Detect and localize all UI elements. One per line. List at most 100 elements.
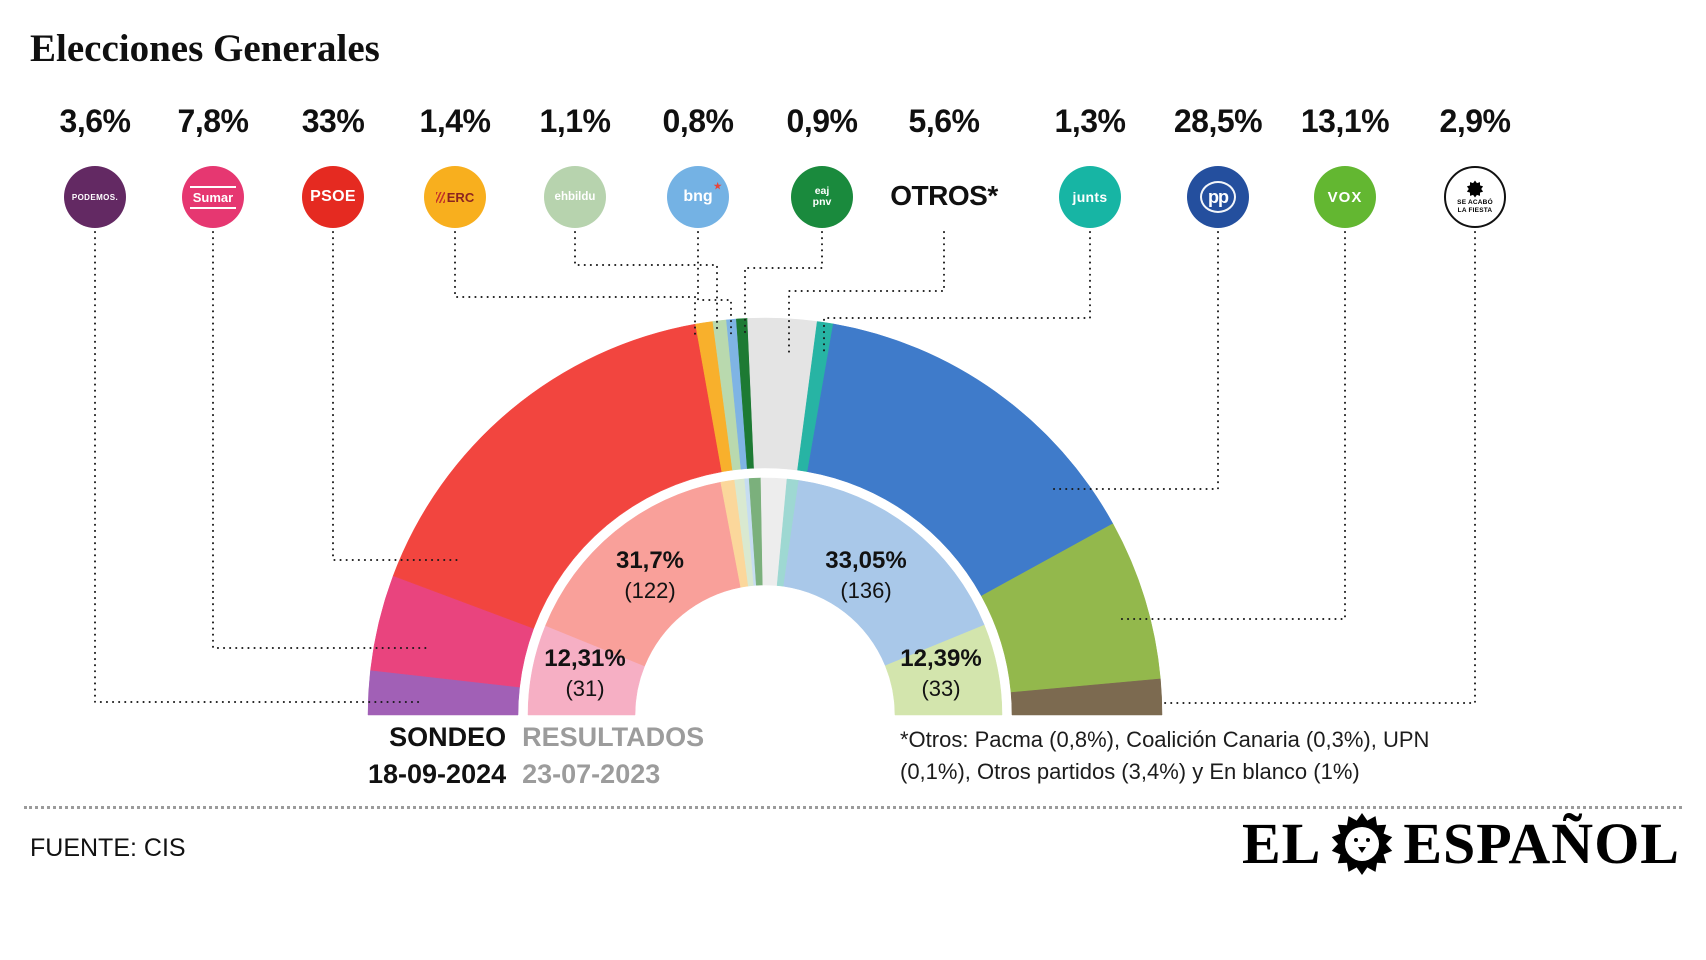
legend-sondeo: SONDEO 18-09-2024 <box>368 722 506 790</box>
segment-outer-psoe <box>392 323 723 629</box>
ehbildu-logo-icon: ehbildu <box>544 166 606 228</box>
junts-logo-icon: junts <box>1059 166 1121 228</box>
party-column-junts: 1,3% junts <box>1015 102 1165 228</box>
erc-logo-text: ERC <box>446 189 475 205</box>
segment-outer-salf <box>1010 678 1163 716</box>
party-column-bildu: 1,1% ehbildu <box>500 102 650 228</box>
footnote: *Otros: Pacma (0,8%), Coalición Canaria … <box>900 724 1460 788</box>
pnv-logo-line2: pnv <box>812 196 832 208</box>
pct-label-psoe: 33% <box>301 103 365 139</box>
party-column-psoe: 33% PSOE <box>258 102 408 228</box>
inner-label-pp-seats: (136) <box>840 578 892 603</box>
otros-label: OTROS* <box>890 180 998 211</box>
inner-label-sumar-pct: 12,31% <box>544 645 626 672</box>
erc-logo-icon: ERC <box>424 166 486 228</box>
footnote-line2: (0,1%), Otros partidos (3,4%) y En blanc… <box>900 758 1360 784</box>
brand-espanol: ESPAÑOL <box>1403 811 1680 876</box>
party-column-bng: 0,8% bng ★ <box>623 102 773 228</box>
segment-inner-psoe <box>545 481 741 667</box>
sumar-logo-text: Sumar <box>189 185 237 209</box>
pnv-logo-line1: eaj <box>814 184 830 197</box>
party-column-erc: 1,4% ERC <box>380 102 530 228</box>
leader-line-bng <box>697 231 732 335</box>
pnv-logo-text: eaj pnv <box>812 184 832 208</box>
footnote-line1: *Otros: Pacma (0,8%), Coalición Canaria … <box>900 727 1430 752</box>
legend-resultados-label: RESULTADOS <box>522 722 705 752</box>
legend: SONDEO 18-09-2024 RESULTADOS 23-07-2023 <box>368 722 704 790</box>
ehbildu-logo-text: ehbildu <box>554 191 596 203</box>
inner-label-vox: 12,39% (33) <box>900 645 981 702</box>
vox-logo-text: VOX <box>1327 188 1363 206</box>
pp-logo-text: pp <box>1208 186 1229 207</box>
party-column-otros: 5,6% OTROS* <box>869 102 1019 212</box>
inner-label-pp-pct: 33,05% <box>825 547 907 574</box>
leader-line-salf <box>1160 231 1476 704</box>
party-column-pp: 28,5% pp <box>1143 102 1293 228</box>
podemos-logo-text: PODEMOS. <box>71 192 119 202</box>
psoe-logo-icon: PSOE <box>302 166 364 228</box>
bng-star-icon: ★ <box>713 181 722 191</box>
inner-label-sumar-seats: (31) <box>565 676 605 701</box>
inner-label-pp: 33,05% (136) <box>825 547 906 604</box>
legend-sondeo-date: 18-09-2024 <box>368 759 507 789</box>
legend-sondeo-label: SONDEO <box>389 722 507 752</box>
vox-logo-icon: VOX <box>1314 166 1376 228</box>
pct-label-sumar: 7,8% <box>177 103 249 139</box>
salf-logo-icon: SE ACABÓ LA FIESTA <box>1444 166 1506 228</box>
legend-resultados-date: 23-07-2023 <box>522 759 661 789</box>
pp-logo: pp <box>1200 181 1236 213</box>
page-title: Elecciones Generales <box>30 27 380 70</box>
bng-logo: bng ★ <box>683 181 721 206</box>
pct-label-vox: 13,1% <box>1300 103 1390 139</box>
inner-label-psoe-pct: 31,7% <box>615 547 685 574</box>
pct-label-pnv: 0,9% <box>786 103 858 139</box>
pct-label-podemos: 3,6% <box>59 103 131 139</box>
pct-label-junts: 1,3% <box>1054 103 1126 139</box>
brand-logo: EL ESPAÑOL <box>1242 810 1680 877</box>
inner-label-psoe-seats: (122) <box>624 578 676 603</box>
leader-line-pp <box>1048 231 1219 490</box>
leader-line-erc <box>454 231 696 335</box>
party-column-vox: 13,1% VOX <box>1270 102 1420 228</box>
salf-logo-line1: SE ACABÓ <box>1457 198 1493 206</box>
footer-separator <box>24 806 1682 809</box>
bng-logo-icon: bng ★ <box>667 166 729 228</box>
salf-logo-line2: LA FIESTA <box>1457 207 1493 214</box>
inner-label-psoe: 31,7% (122) <box>616 547 684 604</box>
source-label: FUENTE: CIS <box>30 834 186 862</box>
leader-line-psoe <box>332 231 463 561</box>
erc-stripes-icon <box>435 191 445 203</box>
segment-inner-pp <box>783 480 985 667</box>
leader-line-vox <box>1120 231 1346 620</box>
inner-label-sumar: 12,31% (31) <box>544 645 625 702</box>
legend-resultados: RESULTADOS 23-07-2023 <box>522 722 704 790</box>
inner-label-vox-pct: 12,39% <box>900 645 982 672</box>
psoe-logo-text: PSOE <box>310 188 356 205</box>
podemos-logo-icon: PODEMOS. <box>64 166 126 228</box>
leader-line-bildu <box>574 231 718 333</box>
junts-logo-text: junts <box>1072 189 1108 205</box>
brand-el: EL <box>1241 811 1322 876</box>
segment-outer-pp <box>807 323 1114 597</box>
party-column-sumar: 7,8% Sumar <box>138 102 288 228</box>
leader-line-podemos <box>94 231 421 703</box>
leader-line-otros <box>788 231 945 353</box>
salf-lion-icon <box>1466 180 1484 198</box>
leader-line-pnv <box>744 231 823 334</box>
pp-logo-icon: pp <box>1187 166 1249 228</box>
erc-logo: ERC <box>435 189 475 205</box>
pct-label-pp: 28,5% <box>1173 103 1263 139</box>
lion-icon <box>1332 812 1393 875</box>
pct-label-salf: 2,9% <box>1439 103 1511 139</box>
leader-line-junts <box>823 231 1091 353</box>
pct-label-erc: 1,4% <box>419 103 491 139</box>
party-column-podemos: 3,6% PODEMOS. <box>20 102 170 228</box>
pct-label-otros: 5,6% <box>908 103 980 139</box>
bng-logo-text: bng <box>683 188 713 205</box>
sumar-logo-icon: Sumar <box>182 166 244 228</box>
pct-label-bng: 0,8% <box>662 103 734 139</box>
pnv-logo-icon: eaj pnv <box>791 166 853 228</box>
segment-inner-vox <box>884 624 1003 716</box>
